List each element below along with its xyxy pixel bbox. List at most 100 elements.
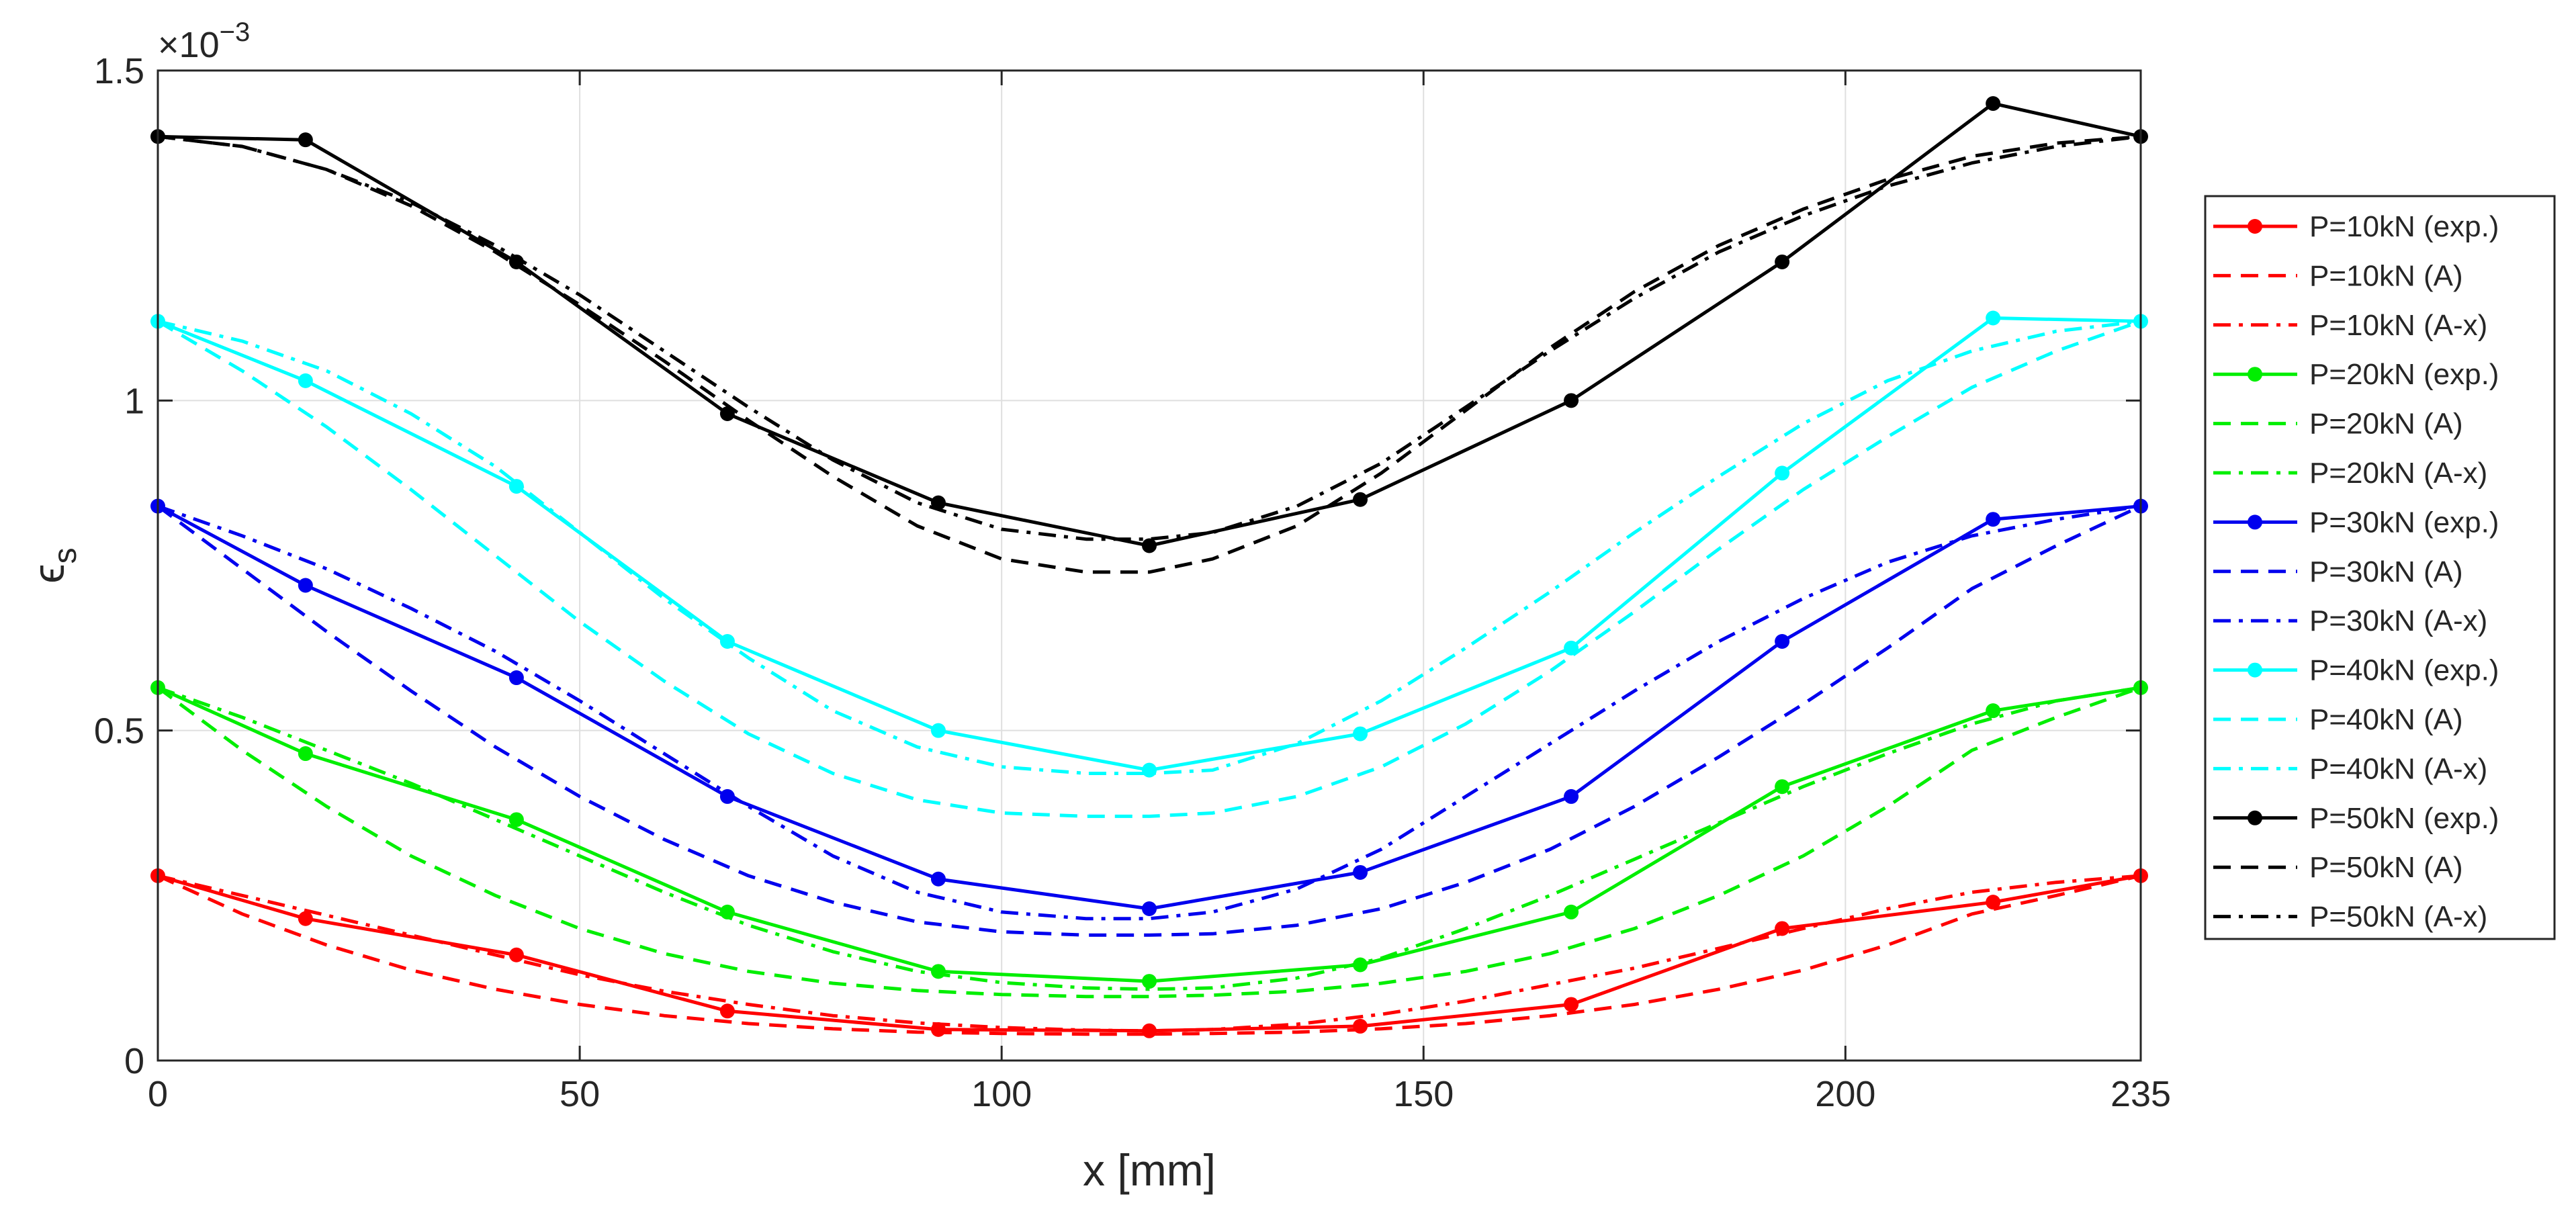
legend-label: P=20kN (A) [2309,408,2463,441]
data-point [1775,465,1790,481]
y-axis-title: ϵs [24,547,83,583]
legend-item: P=20kN (A) [2213,408,2463,441]
legend-item: P=50kN (A) [2213,851,2463,884]
data-point [1986,512,2001,527]
data-point [1775,779,1790,795]
x-axis-title: x [mm] [1083,1145,1216,1195]
series-line [157,686,2141,999]
legend-item: P=30kN (A) [2213,555,2463,588]
series-line [157,874,2141,1033]
series-line [157,320,2141,818]
legend-item: P=10kN (A) [2213,259,2463,292]
y-axis-subscript: s [48,547,83,564]
legend-label: P=20kN (exp.) [2309,358,2499,391]
legend-item: P=50kN (A-x) [2213,901,2487,934]
series-p-30kn-exp [150,498,2148,916]
legend-label: P=40kN (A) [2309,703,2463,736]
legend-item: P=10kN (A-x) [2213,309,2487,342]
legend-marker [2248,810,2262,825]
x-tick-label: 50 [560,1074,600,1114]
x-tick-label: 100 [971,1074,1032,1114]
series-line [157,504,2142,937]
data-point [508,670,524,686]
legend-label: P=40kN (exp.) [2309,654,2499,687]
data-point [1353,864,1368,880]
legend-box [2204,195,2556,940]
data-point [1986,703,2001,719]
data-point [930,871,946,887]
legend-label: P=50kN (A-x) [2309,901,2487,934]
data-point [1986,96,2001,111]
series-line [157,686,2141,991]
legend-marker [2248,219,2262,234]
legend-label: P=40kN (A-x) [2309,752,2487,785]
series-p-10kn-a-x [157,874,2141,1033]
series-layer [150,96,2148,1038]
data-point [1775,921,1790,936]
series-line [157,504,2141,921]
y-exponent: ×10−3 [158,17,250,65]
legend: P=10kN (exp.) P=10kN (A) P=10kN (A-x) P=20k… [2204,195,2556,940]
legend-label: P=10kN (A-x) [2309,309,2487,342]
data-point [1353,492,1368,507]
data-point [508,479,524,494]
series-p-30kn-a [157,504,2142,937]
data-point [1564,393,1579,408]
legend-label: P=50kN (A) [2309,851,2463,884]
plot-frame [157,69,2142,1062]
legend-label: P=10kN (exp.) [2309,210,2499,243]
data-point [1986,310,2001,326]
series-p-40kn-a [157,320,2141,818]
data-point [298,746,313,762]
legend-marker [2248,662,2262,678]
data-point [298,132,313,148]
y-axis-symbol: ϵ [24,564,73,583]
data-point [1564,997,1579,1012]
y-tick-label: 1 [124,381,144,421]
legend-marker [2248,514,2262,530]
legend-label: P=20kN (A-x) [2309,457,2487,490]
data-point [1142,974,1157,989]
data-point [1775,254,1790,269]
data-point [1142,762,1157,778]
y-exponent-base: ×10 [158,25,220,65]
data-point [508,812,524,827]
x-tick-label: 150 [1393,1074,1454,1114]
data-point [298,578,313,593]
data-point [719,1003,735,1019]
x-tick-label: 235 [2111,1074,2171,1114]
data-point [298,373,313,388]
legend-item: P=10kN (exp.) [2213,210,2499,243]
data-point [298,911,313,926]
legend-item: P=40kN (exp.) [2213,654,2499,687]
legend-label: P=30kN (exp.) [2309,506,2499,539]
series-p-50kn-a [157,134,2141,574]
legend-item: P=20kN (A-x) [2213,457,2487,490]
x-tick-label: 200 [1815,1074,1875,1114]
data-point [1353,726,1368,741]
data-point [508,947,524,962]
data-point [1986,895,2001,910]
series-line [157,134,2141,574]
series-p-30kn-a-x [157,504,2141,921]
series-p-20kn-a-x [157,686,2141,991]
legend-label: P=30kN (A) [2309,555,2463,588]
legend-label: P=50kN (exp.) [2309,802,2499,835]
y-tick-label: 0 [124,1041,144,1081]
legend-item: P=30kN (A-x) [2213,604,2487,637]
legend-item: P=30kN (exp.) [2213,506,2499,539]
ticks: 0 50 100 150 200 235 0 0.5 1 1.5 [94,51,2171,1114]
series-p-20kn-a [157,686,2141,999]
y-exponent-power: −3 [220,17,251,47]
data-point [1564,789,1579,804]
x-tick-label: 0 [148,1074,168,1114]
data-point [1142,538,1157,553]
y-tick-label: 1.5 [94,51,144,91]
legend-label: P=30kN (A-x) [2309,604,2487,637]
data-point [1564,904,1579,919]
data-point [1775,634,1790,649]
legend-label: P=10kN (A) [2309,259,2463,292]
legend-item: P=50kN (exp.) [2213,802,2499,835]
data-point [930,723,946,738]
data-point [930,964,946,979]
